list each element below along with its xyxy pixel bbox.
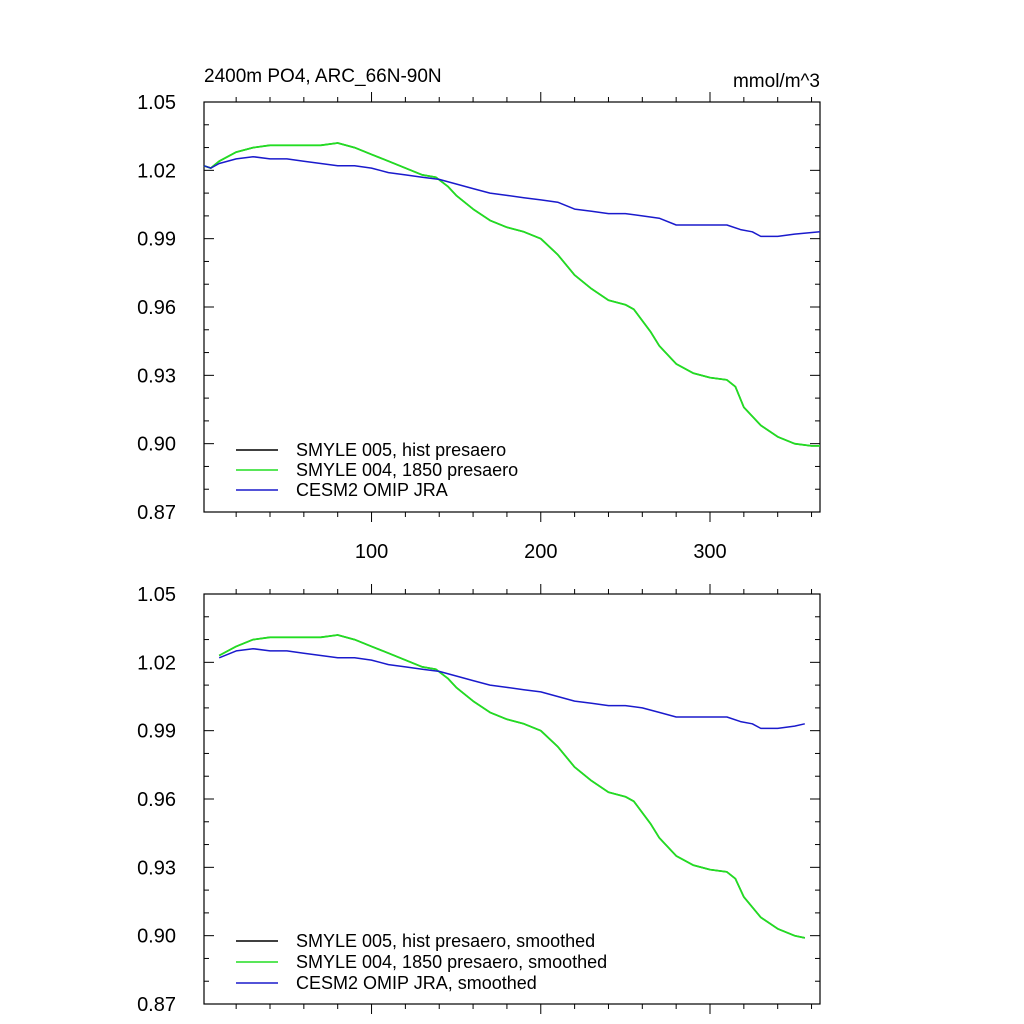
legend-label: CESM2 OMIP JRA, smoothed (296, 973, 537, 993)
bottom-panel: 0.87 0.90 0.93 0.96 0.99 1.02 1.05 SMYLE 005, h… (137, 584, 821, 1016)
x-tick-label: 200 (524, 541, 557, 563)
y-tick-label: 1.02 (137, 160, 176, 182)
y-tick-label: 0.93 (137, 857, 176, 879)
y-tick-label: 0.90 (137, 926, 176, 948)
legend-label: SMYLE 004, 1850 presaero (296, 460, 518, 480)
x-tick-label: 100 (355, 541, 388, 563)
series-line-0 (218, 634, 805, 939)
y-tick-label: 0.99 (137, 229, 176, 251)
series-line-1 (203, 142, 820, 447)
legend-label: SMYLE 005, hist presaero, smoothed (296, 931, 595, 951)
series-line-2 (203, 155, 821, 238)
y-tick-label: 1.05 (137, 92, 176, 114)
y-tick-label: 0.99 (137, 721, 176, 743)
y-tick-label: 0.93 (137, 365, 176, 387)
series-line-0 (203, 142, 820, 447)
y-tick-label: 0.96 (137, 789, 176, 811)
series-line-1 (218, 634, 805, 939)
y-tick-label: 0.90 (137, 434, 176, 456)
y-tick-label: 0.87 (137, 502, 176, 524)
legend-label: SMYLE 004, 1850 presaero, smoothed (296, 952, 607, 972)
legend-label: SMYLE 005, hist presaero (296, 440, 506, 460)
series-line-2 (218, 647, 805, 730)
legend-label: CESM2 OMIP JRA (296, 480, 448, 500)
x-tick-label: 300 (693, 541, 726, 563)
y-tick-label: 1.05 (137, 584, 176, 606)
y-tick-label: 1.02 (137, 652, 176, 674)
top-panel: 0.87 0.90 0.93 0.96 0.99 1.02 1.05 100 200 300 240… (137, 66, 821, 563)
y-tick-label: 0.96 (137, 297, 176, 319)
chart-units: mmol/m^3 (733, 71, 820, 92)
y-tick-label: 0.87 (137, 994, 176, 1016)
chart-title: 2400m PO4, ARC_66N-90N (204, 66, 442, 87)
